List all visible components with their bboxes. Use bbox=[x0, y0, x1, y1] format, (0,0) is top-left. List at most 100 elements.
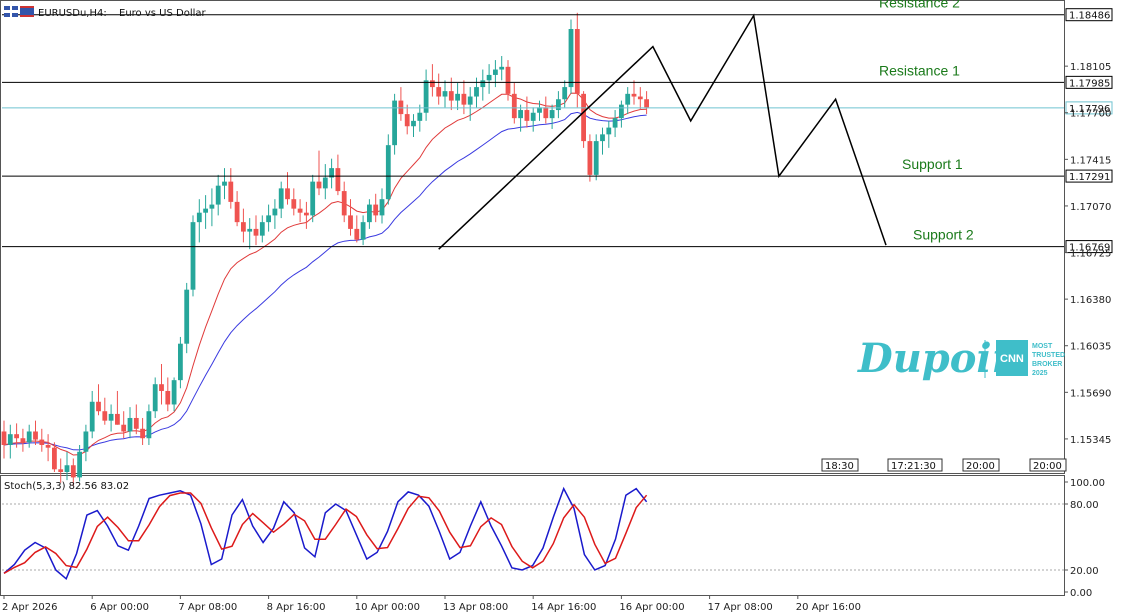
candle bbox=[574, 12, 580, 108]
candle bbox=[121, 411, 127, 439]
candle bbox=[102, 397, 108, 425]
candle bbox=[518, 104, 523, 132]
candle bbox=[222, 168, 227, 200]
time-tick-label: 14 Apr 16:00 bbox=[531, 602, 596, 613]
stoch-tick-label: 20.00 bbox=[1070, 566, 1099, 577]
level-label: Resistance 1 bbox=[879, 62, 960, 78]
candle bbox=[404, 104, 410, 135]
candle bbox=[190, 215, 196, 297]
svg-text:18:30: 18:30 bbox=[825, 461, 854, 472]
candle bbox=[196, 199, 202, 243]
stoch-signal-line bbox=[3, 492, 648, 574]
price-tick-label: 1.18105 bbox=[1070, 62, 1111, 73]
candle bbox=[505, 60, 511, 101]
time-axis: 2 Apr 2026 6 Apr 00:00 7 Apr 08:00 8 Apr 16… bbox=[2, 595, 861, 613]
svg-text:BROKER: BROKER bbox=[1032, 361, 1062, 368]
ma-slow-line bbox=[3, 111, 647, 451]
candle bbox=[499, 56, 505, 81]
price-tick-label: 1.17700 bbox=[1070, 109, 1111, 120]
candle bbox=[108, 404, 114, 432]
time-tick-label: 6 Apr 00:00 bbox=[90, 602, 149, 613]
candle bbox=[115, 390, 120, 425]
time-tick-label: 13 Apr 08:00 bbox=[443, 602, 508, 613]
svg-text:Dupoin: Dupoin bbox=[857, 335, 1021, 382]
price-tick-label: 1.15345 bbox=[1070, 435, 1111, 446]
stoch-grid bbox=[2, 503, 1064, 571]
svg-text:17:21:30: 17:21:30 bbox=[891, 461, 936, 472]
candle bbox=[304, 201, 309, 229]
candle bbox=[20, 428, 26, 452]
candle bbox=[77, 444, 82, 482]
candle bbox=[171, 377, 177, 412]
candle bbox=[436, 73, 442, 105]
candle bbox=[612, 110, 618, 138]
candle bbox=[625, 87, 631, 115]
candle bbox=[335, 154, 341, 196]
candle bbox=[367, 199, 372, 229]
pattern-lines bbox=[438, 13, 887, 250]
candle bbox=[278, 181, 284, 219]
candle bbox=[133, 404, 139, 435]
stoch-panel-frame bbox=[0, 475, 1065, 596]
candle bbox=[45, 434, 51, 462]
stoch-tick-label: 0.00 bbox=[1070, 588, 1092, 599]
candle bbox=[543, 96, 549, 124]
candle bbox=[480, 69, 486, 101]
candle bbox=[14, 423, 19, 448]
candle bbox=[379, 188, 385, 224]
candle bbox=[165, 377, 171, 412]
candle bbox=[64, 451, 70, 481]
candle bbox=[392, 93, 397, 155]
candle bbox=[241, 208, 246, 243]
candle bbox=[568, 19, 574, 94]
price-tag: 1.18486 bbox=[1065, 8, 1113, 22]
candle bbox=[152, 377, 158, 418]
svg-text:MOST: MOST bbox=[1032, 343, 1053, 350]
candle bbox=[285, 172, 290, 205]
price-tick-label: 1.17415 bbox=[1070, 155, 1111, 166]
time-tick-label: 16 Apr 00:00 bbox=[619, 602, 684, 613]
candle bbox=[562, 80, 568, 108]
time-tick-label: 17 Apr 08:00 bbox=[708, 602, 773, 613]
chart-header: EURUSDu,H4: Euro vs US Dollar Stoch(5,3,… bbox=[4, 6, 207, 492]
candle bbox=[511, 83, 517, 124]
symbol-label: EURUSDu,H4: bbox=[38, 8, 107, 19]
symbol-description: Euro vs US Dollar bbox=[119, 8, 207, 19]
candle bbox=[486, 64, 492, 94]
candle bbox=[58, 458, 64, 483]
time-tick-label: 7 Apr 08:00 bbox=[178, 602, 237, 613]
candle bbox=[637, 87, 643, 111]
countdown-box: 17:21:30 bbox=[887, 458, 943, 472]
time-tick-label: 8 Apr 16:00 bbox=[267, 602, 326, 613]
candle bbox=[178, 336, 183, 389]
candle bbox=[556, 91, 561, 119]
candle bbox=[329, 158, 334, 189]
price-axis: 1.18105 1.17700 1.17415 1.17070 1.16725 1.163… bbox=[1064, 62, 1111, 446]
candle bbox=[228, 168, 234, 209]
level-label: Support 2 bbox=[913, 227, 974, 243]
candle bbox=[430, 64, 435, 97]
flag-icon bbox=[4, 6, 18, 17]
countdown-box: 18:30 bbox=[821, 458, 859, 472]
candle bbox=[70, 458, 76, 486]
candle bbox=[215, 174, 221, 216]
candle bbox=[33, 420, 38, 445]
candle bbox=[234, 191, 240, 227]
svg-text:1.16769: 1.16769 bbox=[1069, 243, 1110, 254]
svg-text:1.17291: 1.17291 bbox=[1069, 172, 1110, 183]
svg-text:1.17985: 1.17985 bbox=[1069, 78, 1110, 89]
level-label: Support 1 bbox=[902, 156, 963, 172]
price-tag: 1.17291 bbox=[1065, 169, 1113, 183]
candle bbox=[341, 181, 347, 223]
candle bbox=[644, 91, 649, 115]
candle bbox=[360, 215, 366, 246]
svg-text:2025: 2025 bbox=[1032, 370, 1048, 377]
stoch-tick-label: 80.00 bbox=[1070, 500, 1099, 511]
candle bbox=[140, 417, 145, 445]
candle bbox=[411, 114, 416, 138]
candle bbox=[581, 91, 586, 148]
candle bbox=[587, 134, 593, 182]
candle bbox=[253, 215, 259, 246]
candle bbox=[398, 87, 404, 121]
time-tick-label: 10 Apr 00:00 bbox=[355, 602, 420, 613]
